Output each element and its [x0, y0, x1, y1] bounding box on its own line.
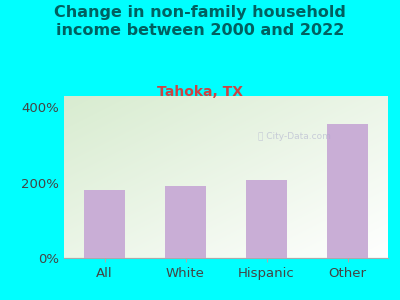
Bar: [165, 186, 206, 258]
Text: Tahoka, TX: Tahoka, TX: [157, 85, 243, 100]
Bar: [84, 190, 125, 258]
Text: ⓘ City-Data.com: ⓘ City-Data.com: [258, 132, 331, 141]
Bar: [246, 180, 287, 258]
Text: Change in non-family household
income between 2000 and 2022: Change in non-family household income be…: [54, 4, 346, 38]
Bar: [327, 124, 368, 258]
